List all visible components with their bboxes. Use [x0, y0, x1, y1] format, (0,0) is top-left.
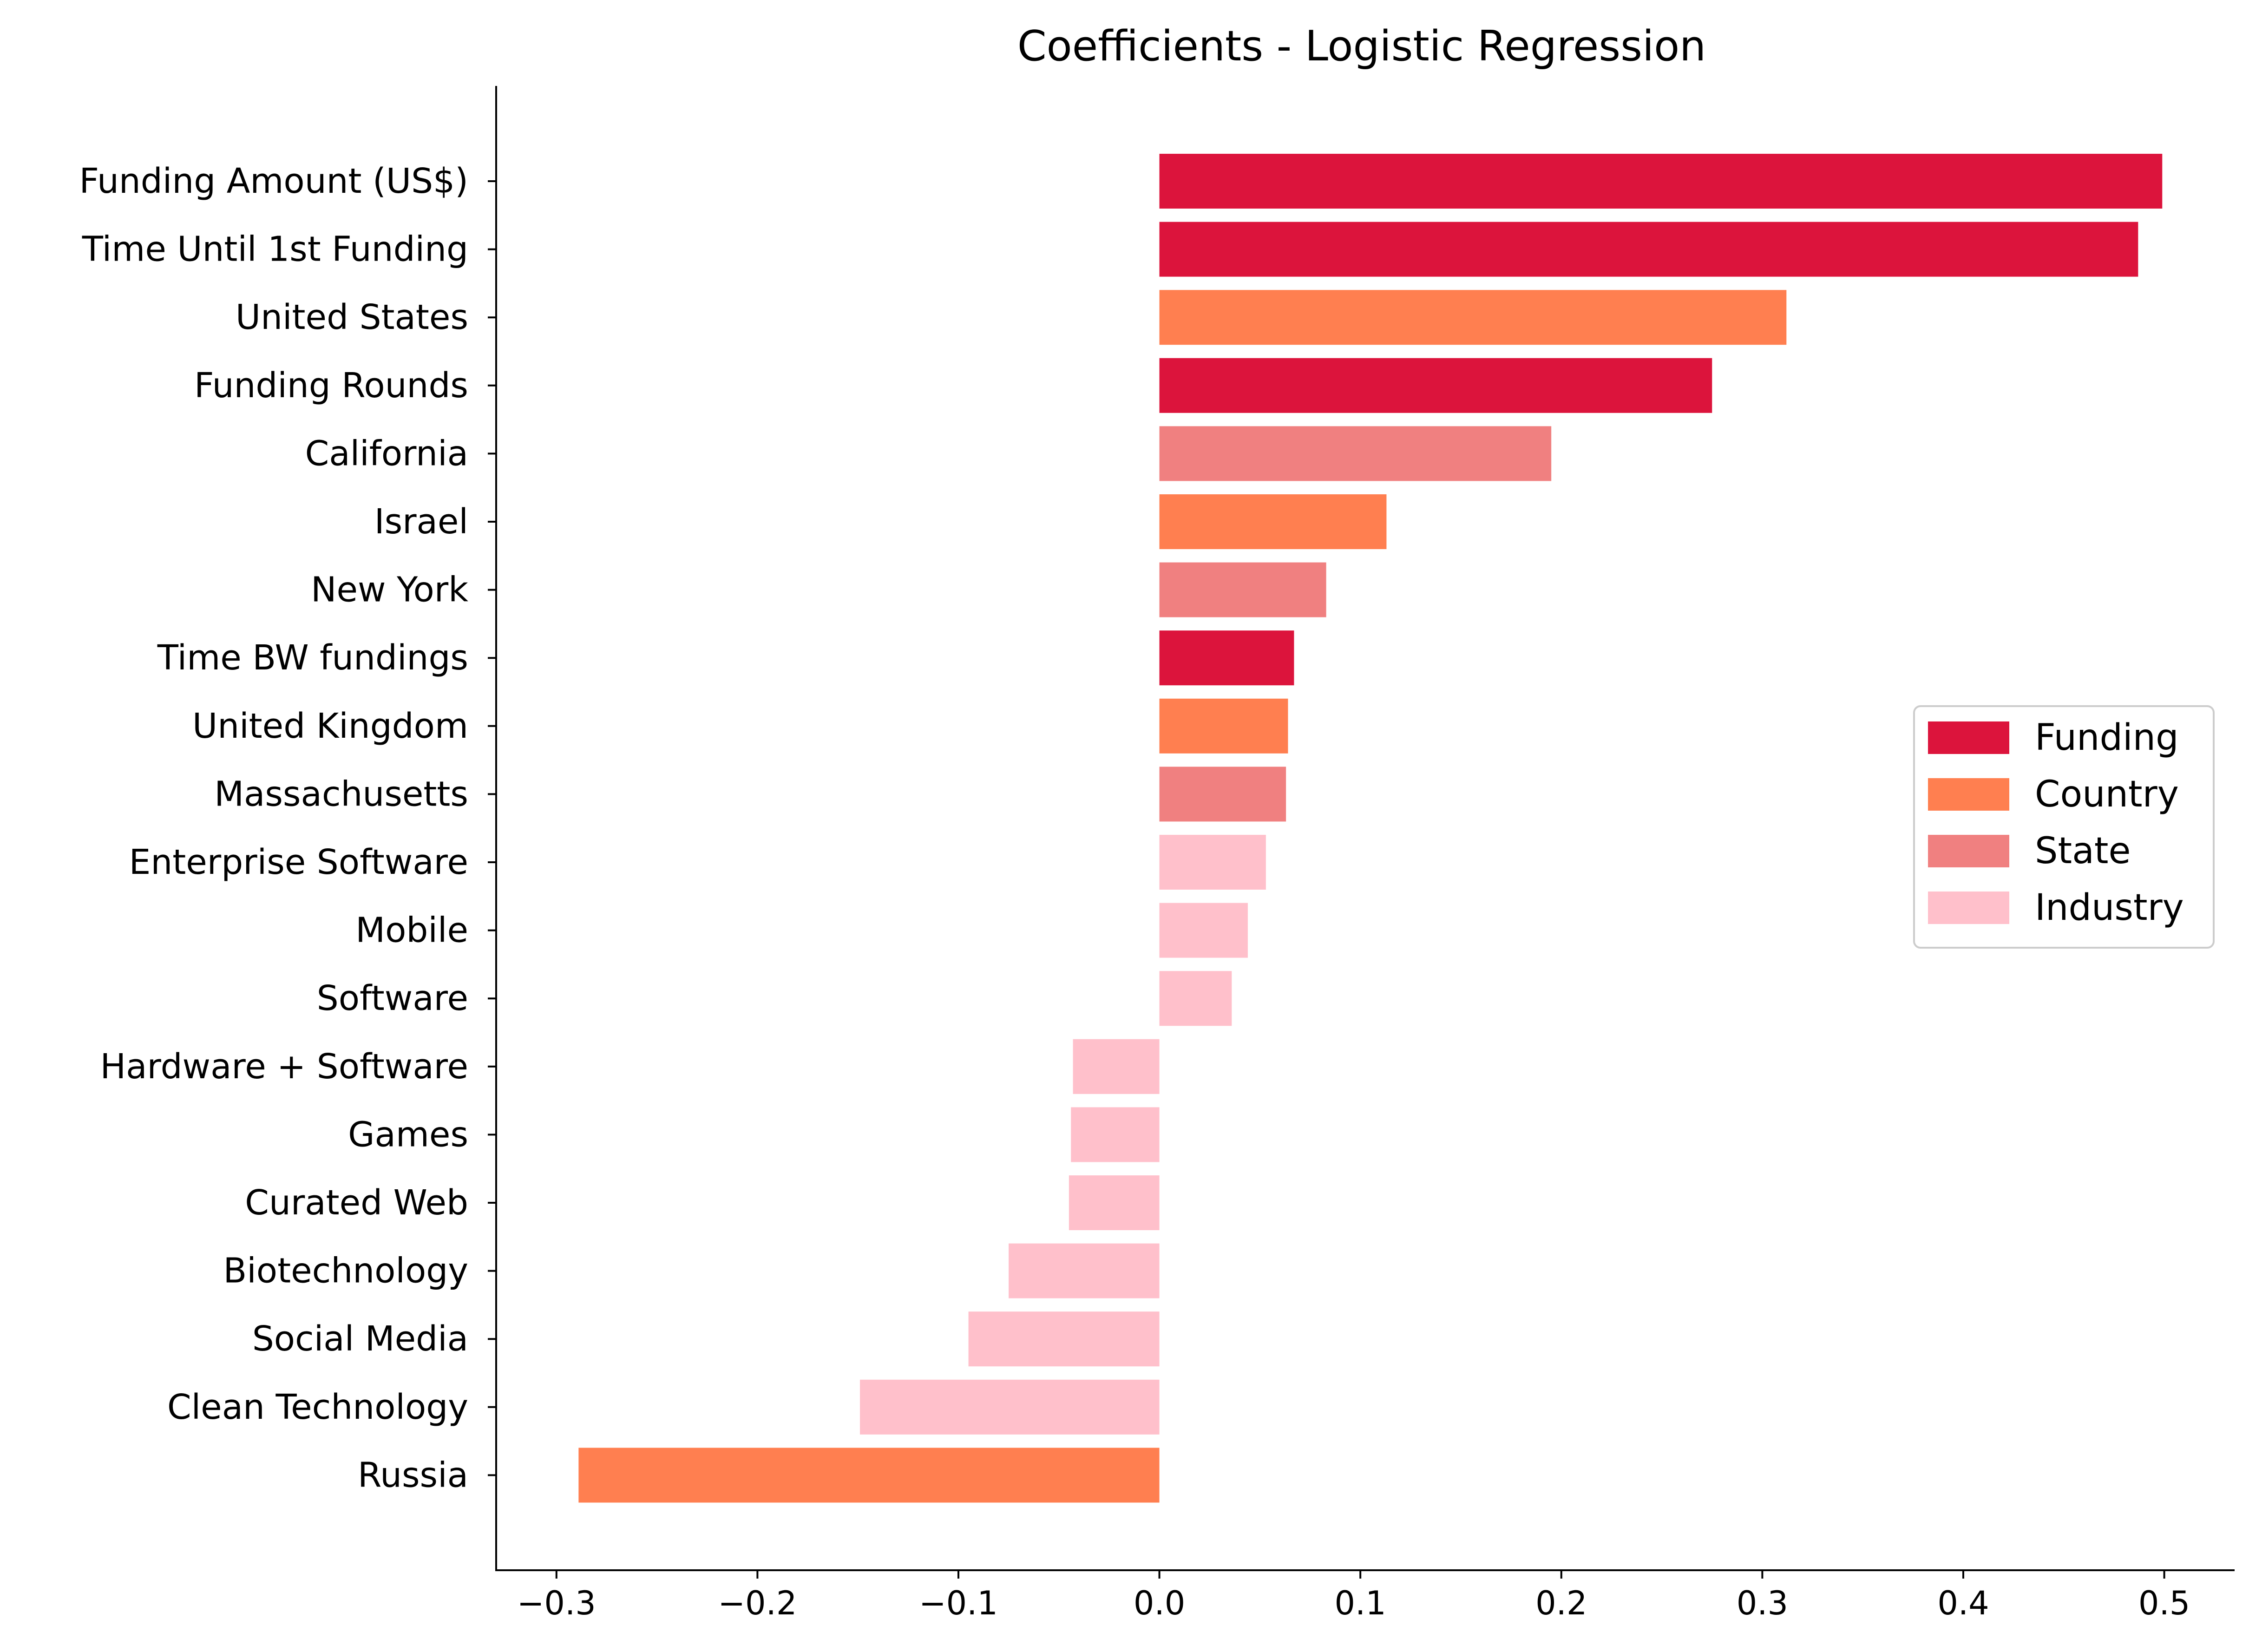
x-tick-label: −0.1: [919, 1584, 998, 1622]
bar-new-york: [1159, 562, 1326, 617]
y-tick-label: Massachusetts: [214, 774, 468, 814]
y-tick-label: Clean Technology: [167, 1387, 468, 1427]
bar-israel: [1159, 494, 1387, 549]
bar-massachusetts: [1159, 767, 1286, 822]
legend-frame: [1913, 705, 2215, 949]
bar-russia: [578, 1448, 1160, 1503]
legend-label-country: Country: [2035, 774, 2179, 815]
bar-time-bw-fundings: [1159, 630, 1294, 686]
y-tick-label: Software: [317, 978, 468, 1018]
x-axis-ticks: −0.3 −0.2 −0.1 0.0 0.1 0.2 0.3 0.4 0.5: [517, 1570, 2190, 1622]
y-tick-label: California: [305, 433, 468, 473]
x-tick-label: 0.3: [1737, 1584, 1788, 1622]
y-tick-label: Time BW fundings: [157, 638, 468, 678]
bar-time-until-1st-funding: [1159, 222, 2138, 277]
legend-label-industry: Industry: [2035, 887, 2184, 929]
bar-united-kingdom: [1159, 698, 1288, 754]
legend-label-funding: Funding: [2035, 717, 2179, 759]
x-tick-label: 0.1: [1335, 1584, 1386, 1622]
y-tick-label: Games: [348, 1114, 468, 1154]
bar-mobile: [1159, 903, 1248, 958]
bar-enterprise-software: [1159, 835, 1266, 890]
y-tick-label: Curated Web: [245, 1183, 468, 1223]
y-tick-label: Biotechnology: [223, 1251, 468, 1291]
y-tick-label: Israel: [374, 502, 468, 542]
y-tick-label: Funding Rounds: [194, 366, 468, 406]
y-axis-labels: Funding Amount (US$) Time Until 1st Fundi…: [79, 161, 496, 1495]
y-tick-label: Social Media: [252, 1319, 468, 1359]
y-tick-label: Russia: [358, 1455, 468, 1495]
x-tick-label: 0.5: [2138, 1584, 2190, 1622]
bar-funding-amount-us: [1159, 154, 2163, 209]
bar-clean-technology: [860, 1379, 1160, 1435]
legend-swatch-industry: [1928, 892, 2009, 924]
x-tick-label: 0.0: [1134, 1584, 1185, 1622]
chart-title: Coefficients - Logistic Regression: [1017, 22, 1706, 71]
bar-funding-rounds: [1159, 358, 1712, 413]
x-tick-label: −0.2: [718, 1584, 797, 1622]
x-tick-label: 0.2: [1535, 1584, 1587, 1622]
x-tick-label: −0.3: [517, 1584, 596, 1622]
y-tick-label: Enterprise Software: [129, 842, 468, 882]
y-tick-label: New York: [311, 570, 468, 610]
bars-group: [578, 154, 2163, 1503]
y-tick-label: United Kingdom: [192, 706, 468, 746]
y-tick-label: Hardware + Software: [100, 1047, 468, 1087]
bar-curated-web: [1069, 1175, 1160, 1230]
legend-swatch-state: [1928, 835, 2009, 867]
x-tick-label: 0.4: [1937, 1584, 1989, 1622]
y-tick-label: Funding Amount (US$): [79, 161, 468, 201]
bar-biotechnology: [1009, 1243, 1160, 1298]
bar-hardware-software: [1073, 1039, 1160, 1094]
bar-games: [1071, 1107, 1160, 1162]
legend-swatch-funding: [1928, 721, 2009, 754]
bar-united-states: [1159, 290, 1787, 345]
bar-california: [1159, 426, 1552, 481]
y-tick-label: United States: [236, 297, 468, 337]
y-tick-label: Time Until 1st Funding: [82, 229, 468, 269]
bar-software: [1159, 971, 1232, 1026]
bar-social-media: [968, 1311, 1160, 1367]
legend: Funding Country State Industry: [1913, 705, 2215, 949]
y-tick-label: Mobile: [355, 911, 468, 951]
legend-swatch-country: [1928, 778, 2009, 811]
legend-label-state: State: [2035, 830, 2131, 872]
